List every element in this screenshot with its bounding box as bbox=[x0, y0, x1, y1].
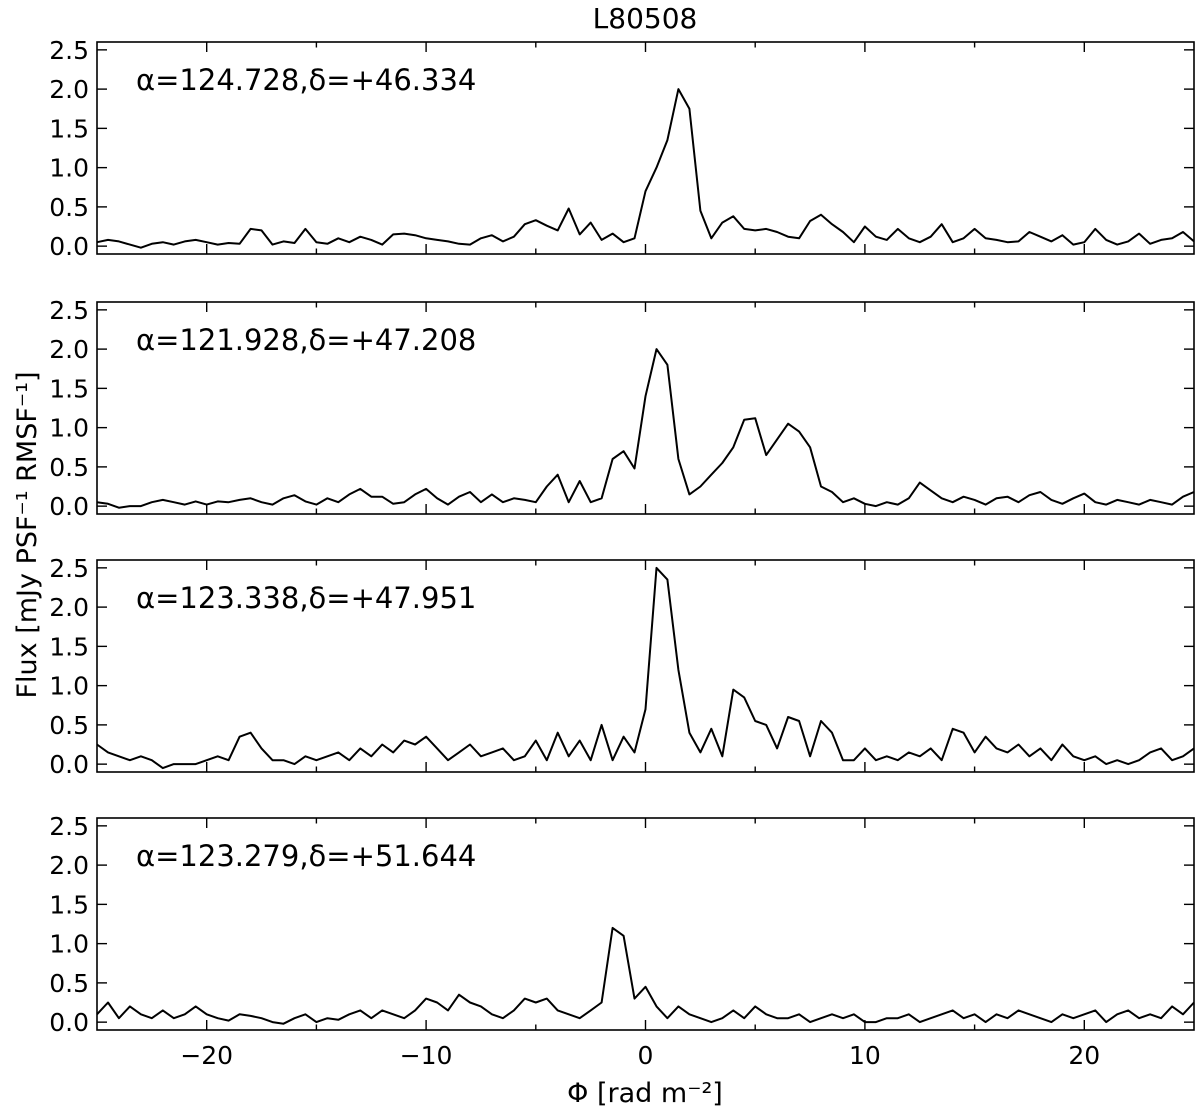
y-tick-label: 0.5 bbox=[49, 969, 89, 998]
panel-1: 0.0 0.5 1.0 1.5 2.0 2.5 α=124.728,δ=+46.334 bbox=[49, 36, 1195, 261]
panel-annotation: α=124.728,δ=+46.334 bbox=[136, 63, 476, 97]
y-tick-label: 1.5 bbox=[49, 890, 89, 919]
y-tick-label: 0.5 bbox=[49, 453, 89, 482]
series-line bbox=[96, 926, 1195, 1025]
y-tick-label: 2.0 bbox=[49, 593, 89, 622]
y-tick-label: 1.0 bbox=[49, 930, 89, 959]
y-tick-label: 2.0 bbox=[49, 75, 89, 104]
y-tick-label: 1.5 bbox=[49, 374, 89, 403]
panel-3: 0.0 0.5 1.0 1.5 2.0 2.5 α=123.338,δ=+47.951 bbox=[49, 554, 1195, 779]
x-tick-label: −20 bbox=[180, 1041, 233, 1070]
y-tick-label: 2.5 bbox=[49, 296, 89, 325]
y-tick-label: 0.0 bbox=[49, 750, 89, 779]
y-tick-label: 0.0 bbox=[49, 492, 89, 521]
x-tick-label: 20 bbox=[1068, 1041, 1100, 1070]
y-tick-label: 1.0 bbox=[49, 672, 89, 701]
y-axis-label: Flux [mJy PSF⁻¹ RMSF⁻¹] bbox=[12, 371, 43, 698]
series-line bbox=[96, 88, 1195, 249]
x-tick-label: 10 bbox=[849, 1041, 881, 1070]
panels: 0.00.51.01.52.02.5α=124.728,δ=+46.3340.0… bbox=[49, 36, 1195, 1070]
series-line bbox=[96, 348, 1195, 509]
y-tick-label: 0.0 bbox=[49, 1008, 89, 1037]
panel-2: 0.0 0.5 1.0 1.5 2.0 2.5 α=121.928,δ=+47.208 bbox=[49, 296, 1195, 521]
y-tick-label: 1.0 bbox=[49, 154, 89, 183]
y-tick-label: 1.5 bbox=[49, 632, 89, 661]
panel-annotation: α=123.279,δ=+51.644 bbox=[136, 839, 476, 873]
y-tick-label: 0.0 bbox=[49, 232, 89, 261]
panel-annotation: α=123.338,δ=+47.951 bbox=[136, 581, 476, 615]
y-tick-label: 2.0 bbox=[49, 335, 89, 364]
x-axis-label: Φ [rad m⁻²] bbox=[567, 1078, 723, 1109]
figure-title: L80508 bbox=[593, 2, 698, 35]
y-tick-label: 2.5 bbox=[49, 36, 89, 65]
panel-annotation: α=121.928,δ=+47.208 bbox=[136, 323, 476, 357]
x-tick-label: −10 bbox=[400, 1041, 453, 1070]
y-tick-label: 1.5 bbox=[49, 114, 89, 143]
series-line bbox=[96, 566, 1195, 770]
y-tick-label: 2.0 bbox=[49, 851, 89, 880]
y-tick-label: 2.5 bbox=[49, 554, 89, 583]
x-tick-label: 0 bbox=[638, 1041, 654, 1070]
panel-4: 0.0 0.5 1.0 1.5 2.0 2.5 −20 −10 0 10 20 α=123.279,δ… bbox=[49, 812, 1195, 1070]
y-tick-label: 0.5 bbox=[49, 711, 89, 740]
y-tick-label: 1.0 bbox=[49, 414, 89, 443]
y-tick-label: 0.5 bbox=[49, 193, 89, 222]
y-tick-label: 2.5 bbox=[49, 812, 89, 841]
